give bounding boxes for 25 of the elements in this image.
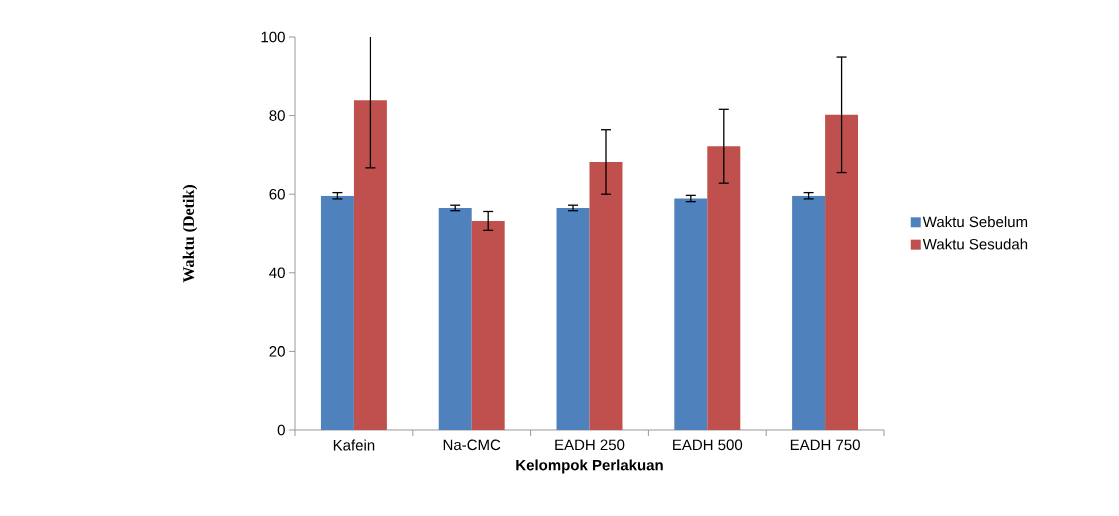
x-axis-title: Kelompok Perlakuan (516, 459, 663, 474)
y-tick-label: 20 (269, 346, 285, 357)
x-tick-label: Na-CMC (443, 439, 501, 451)
bar (589, 161, 623, 430)
x-tick-label: EADH 500 (673, 439, 743, 451)
y-tick-label: 60 (269, 188, 285, 200)
bar (792, 195, 826, 430)
bar (438, 207, 472, 430)
bar (825, 114, 859, 430)
x-tick-label: Kafein (333, 439, 375, 451)
y-tick-label: 80 (269, 110, 285, 121)
bar (707, 146, 741, 430)
y-tick-label: 100 (261, 31, 285, 43)
x-tick-label: EADH 250 (555, 439, 625, 451)
y-tick-label: 0 (277, 424, 285, 436)
legend-label: Waktu Sebelum (922, 216, 1028, 228)
bar (556, 207, 590, 430)
x-tick-label: EADH 750 (790, 439, 860, 451)
legend-label: Waktu Sesudah (922, 238, 1028, 250)
y-tick-label: 40 (269, 267, 285, 279)
y-axis-title: Waktu (Detik) (182, 185, 198, 283)
bar (353, 100, 387, 430)
bar (674, 198, 708, 430)
bar (471, 220, 505, 430)
bar (320, 195, 354, 430)
